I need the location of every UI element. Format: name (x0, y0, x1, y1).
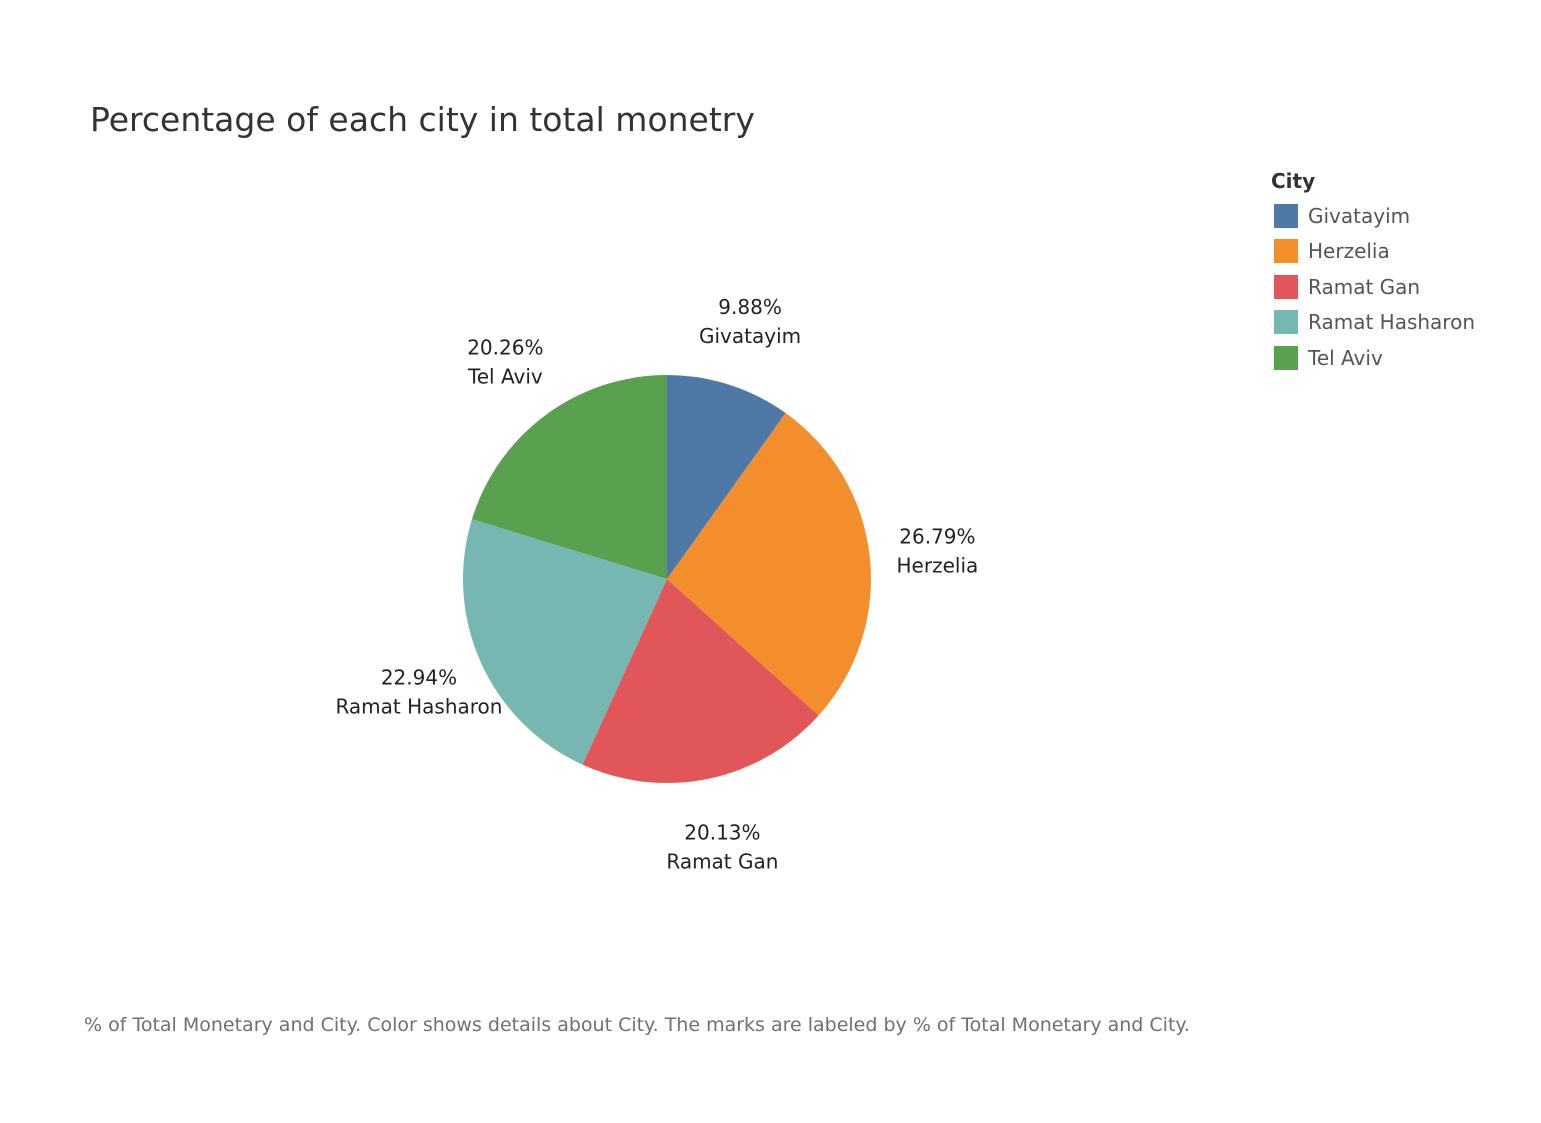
slice-label-givatayim: 9.88% Givatayim (699, 295, 801, 348)
slice-percent-label: 20.26% (467, 335, 543, 359)
legend-item-herzelia[interactable]: Herzelia (1271, 234, 1521, 270)
legend-items: Givatayim Herzelia Ramat Gan Ramat Hasharon… (1271, 198, 1521, 376)
slice-percent-label: 20.13% (684, 820, 760, 844)
slice-category-label: Tel Aviv (467, 364, 543, 388)
slice-percent-label: 9.88% (718, 295, 782, 319)
pie-slices (463, 375, 871, 783)
legend-item-ramat-gan[interactable]: Ramat Gan (1271, 269, 1521, 305)
legend-swatch (1274, 345, 1298, 370)
slice-category-label: Givatayim (699, 324, 801, 348)
chart-title: Percentage of each city in total monetry (90, 100, 755, 139)
chart-caption: % of Total Monetary and City. Color show… (84, 1014, 1190, 1036)
legend-swatch (1274, 310, 1298, 335)
pie-slice-ramat-hasharon[interactable] (463, 519, 667, 765)
slice-percent-label: 26.79% (899, 525, 975, 549)
legend-swatch (1274, 203, 1298, 228)
legend-item-givatayim[interactable]: Givatayim (1271, 198, 1521, 234)
legend-title: City (1271, 169, 1316, 193)
slice-label-ramat-hasharon: 22.94% Ramat Hasharon (335, 666, 502, 719)
pie-slice-tel-aviv[interactable] (471, 375, 667, 579)
legend-swatch (1274, 274, 1298, 299)
legend-swatch (1274, 239, 1298, 264)
slice-category-label: Ramat Hasharon (335, 695, 502, 719)
legend-item-tel-aviv[interactable]: Tel Aviv (1271, 340, 1521, 376)
legend-label: Givatayim (1308, 203, 1411, 228)
legend-label: Herzelia (1308, 239, 1390, 264)
slice-label-ramat-gan: 20.13% Ramat Gan (666, 820, 778, 873)
pie-slice-herzelia[interactable] (667, 413, 871, 716)
legend-item-ramat-hasharon[interactable]: Ramat Hasharon (1271, 305, 1521, 341)
slice-category-label: Herzelia (897, 554, 979, 578)
pie-slice-givatayim[interactable] (667, 375, 786, 579)
legend: City Givatayim Herzelia Ramat Gan Ramat Has… (1271, 168, 1521, 376)
pie-slice-ramat-gan[interactable] (582, 579, 819, 783)
legend-label: Tel Aviv (1308, 345, 1383, 370)
slice-label-tel-aviv: 20.26% Tel Aviv (467, 335, 544, 388)
pie-labels: 9.88% Givatayim 26.79% Herzelia 20.13% Ramat … (335, 295, 978, 873)
slice-label-herzelia: 26.79% Herzelia (897, 525, 979, 578)
legend-label: Ramat Hasharon (1308, 310, 1475, 335)
slice-percent-label: 22.94% (381, 666, 457, 690)
slice-category-label: Ramat Gan (666, 849, 778, 873)
legend-label: Ramat Gan (1308, 274, 1421, 299)
